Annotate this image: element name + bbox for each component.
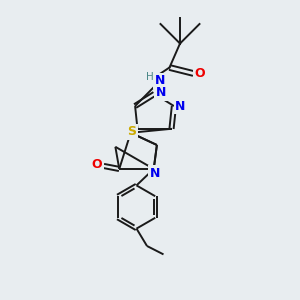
Text: N: N — [175, 100, 186, 112]
Text: O: O — [195, 67, 206, 80]
Text: H: H — [146, 71, 154, 82]
Text: O: O — [92, 158, 102, 171]
Text: N: N — [155, 74, 165, 88]
Text: N: N — [156, 86, 166, 99]
Text: N: N — [150, 167, 160, 180]
Text: S: S — [128, 125, 136, 138]
